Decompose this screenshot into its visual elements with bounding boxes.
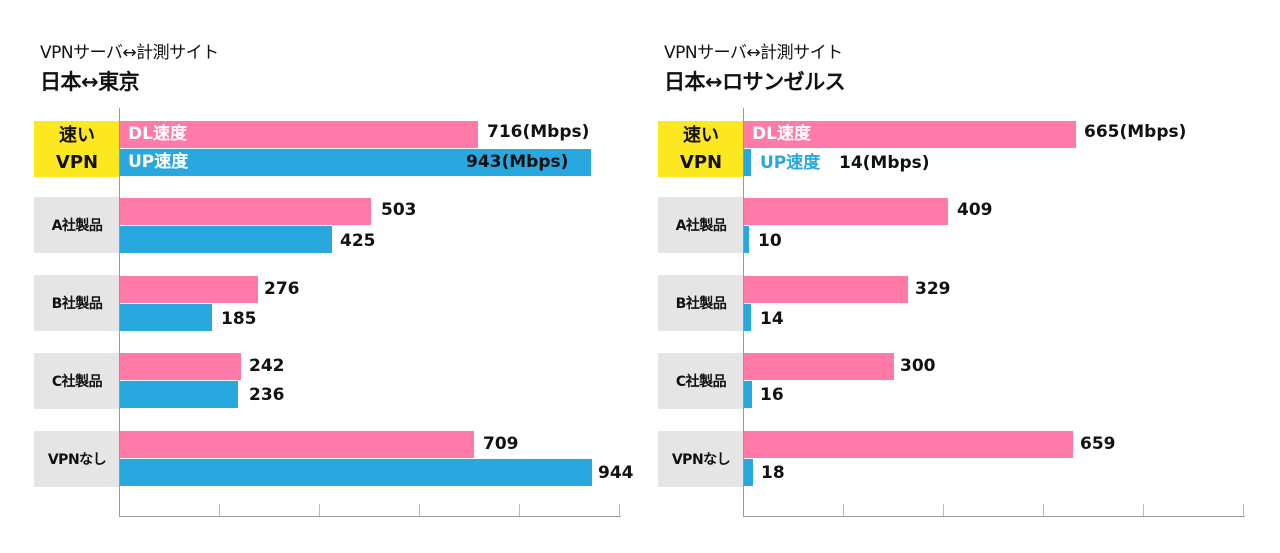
category-label: C社製品 — [34, 353, 120, 409]
bar-dl — [120, 198, 371, 225]
bar-dl — [744, 353, 894, 380]
bar-ul — [744, 381, 752, 408]
chart-title: 日本↔ロサンゼルス — [664, 70, 846, 94]
bar-dl: DL速度 — [120, 121, 478, 148]
x-axis-tick — [319, 504, 320, 516]
value-label-ul: 943(Mbps) — [466, 152, 569, 172]
category-label: B社製品 — [34, 275, 120, 331]
fast-vpn-line1: 速い — [59, 125, 95, 146]
bar-ul — [744, 226, 749, 253]
bar-ul — [744, 149, 751, 176]
category-label: A社製品 — [658, 197, 744, 253]
bar-ul — [744, 459, 753, 486]
y-axis-line — [743, 108, 744, 517]
chart-subtitle: VPNサーバ↔計測サイト — [40, 43, 219, 63]
value-label-dl: 409 — [957, 200, 993, 220]
chart-title: 日本↔東京 — [40, 70, 140, 94]
value-label-dl: 665(Mbps) — [1084, 122, 1187, 142]
value-label-dl: 242 — [249, 356, 285, 376]
bar-ul: UP速度 943(Mbps) — [120, 149, 591, 176]
bar-dl — [744, 431, 1073, 458]
value-label-dl: 716(Mbps) — [487, 122, 590, 142]
bar-dl — [120, 353, 241, 380]
x-axis-tick — [1143, 504, 1144, 516]
x-axis-tick — [843, 504, 844, 516]
value-label-dl: 709 — [483, 434, 519, 454]
x-axis-tick — [419, 504, 420, 516]
value-label-dl: 329 — [915, 279, 951, 299]
bar-dl — [120, 276, 258, 303]
value-label-dl: 659 — [1080, 434, 1116, 454]
fast-vpn-line1: 速い — [683, 125, 719, 146]
value-label-ul: 10 — [758, 231, 782, 251]
x-axis-line — [119, 516, 621, 517]
category-label: B社製品 — [658, 275, 744, 331]
value-label-dl: 300 — [900, 356, 936, 376]
legend-ul-label: UP速度 — [760, 153, 821, 173]
category-label-fast-vpn: 速い VPN — [34, 121, 120, 177]
y-axis-line — [119, 108, 120, 517]
legend-dl-label: DL速度 — [128, 124, 187, 144]
value-label-ul: 18 — [761, 463, 785, 483]
bar-ul — [120, 381, 238, 408]
value-label-ul: 14(Mbps) — [839, 153, 930, 173]
value-label-ul: 185 — [221, 309, 257, 329]
legend-dl-label: DL速度 — [752, 124, 811, 144]
x-axis-tick — [219, 504, 220, 516]
value-label-dl: 276 — [264, 279, 300, 299]
bar-ul — [120, 226, 332, 253]
value-label-ul: 14 — [760, 309, 784, 329]
bar-ul — [120, 304, 212, 331]
fast-vpn-line2: VPN — [679, 152, 723, 173]
x-axis-tick — [519, 504, 520, 516]
bar-dl — [744, 198, 948, 225]
value-label-ul: 236 — [249, 385, 285, 405]
x-axis-tick — [1043, 504, 1044, 516]
category-label: VPNなし — [658, 431, 744, 487]
bar-ul — [120, 459, 592, 486]
bar-dl — [744, 276, 908, 303]
category-label: A社製品 — [34, 197, 120, 253]
chart-panel-tokyo: VPNサーバ↔計測サイト 日本↔東京 速い VPN DL速度 716(Mbps)… — [34, 43, 634, 517]
category-label-fast-vpn: 速い VPN — [658, 121, 744, 177]
category-label: C社製品 — [658, 353, 744, 409]
value-label-dl: 503 — [381, 200, 417, 220]
fast-vpn-line2: VPN — [55, 152, 99, 173]
x-axis-tick — [943, 504, 944, 516]
x-axis-tick — [619, 504, 620, 516]
value-label-ul: 944 — [598, 463, 634, 483]
bar-dl: DL速度 — [744, 121, 1076, 148]
value-label-ul: 16 — [760, 385, 784, 405]
x-axis-tick — [1243, 504, 1244, 516]
x-axis-line — [743, 516, 1245, 517]
chart-subtitle: VPNサーバ↔計測サイト — [664, 43, 843, 63]
category-label: VPNなし — [34, 431, 120, 487]
bar-ul — [744, 304, 751, 331]
bar-dl — [120, 431, 474, 458]
value-label-ul: 425 — [340, 231, 376, 251]
legend-ul-label: UP速度 — [128, 152, 189, 172]
chart-panel-los-angeles: VPNサーバ↔計測サイト 日本↔ロサンゼルス 速い VPN DL速度 665(M… — [624, 0, 1264, 553]
